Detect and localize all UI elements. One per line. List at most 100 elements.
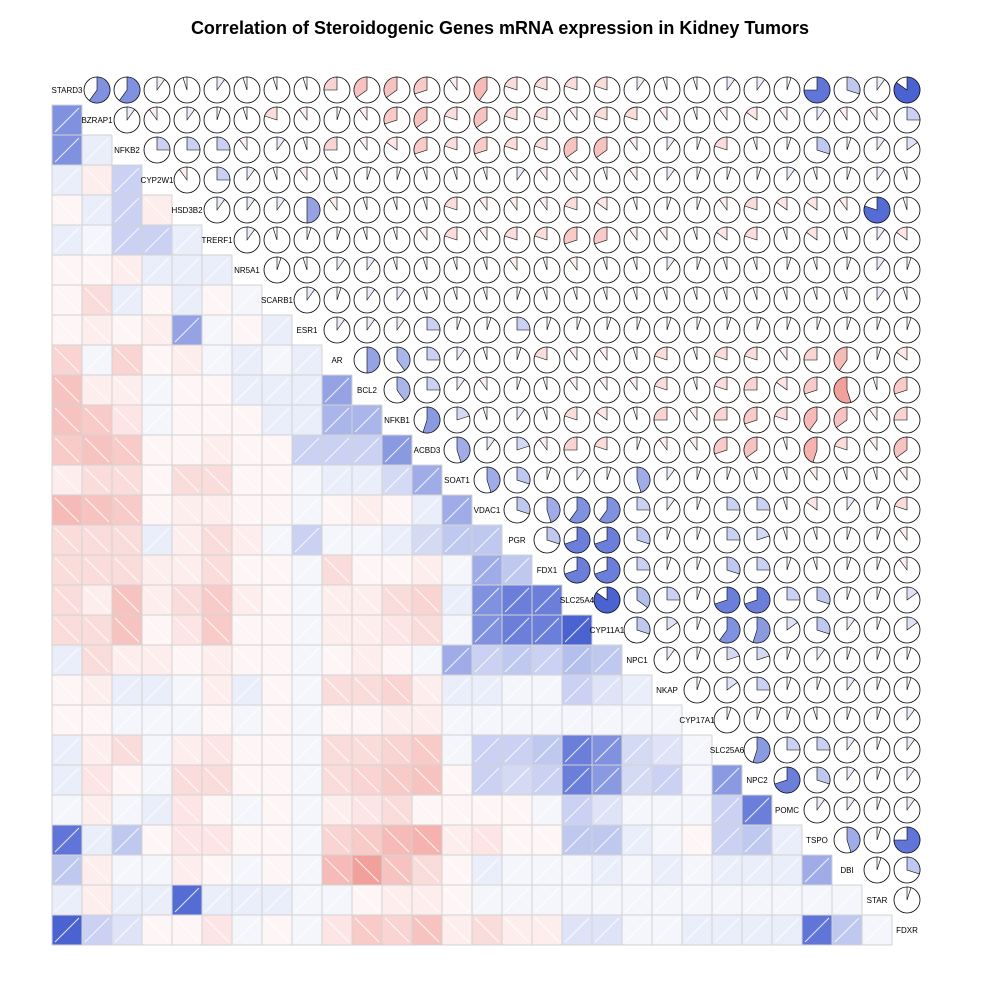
shade-direction-line [384, 527, 410, 553]
shade-direction-line [234, 527, 260, 553]
pie-cell-ar-pomc [773, 346, 801, 374]
shade-direction-line [384, 827, 410, 853]
shade-direction-line [234, 407, 260, 433]
pie-cell-stard3-trerf1 [203, 76, 231, 104]
shade-direction-line [534, 797, 560, 823]
pie-cell-soat1-pomc [773, 466, 801, 494]
pie-cell-nfkb2-cyp11a1 [593, 136, 621, 164]
gene-label-pomc: POMC [775, 806, 799, 815]
pie-cell-nfkb2-hsd3b2 [173, 136, 201, 164]
shade-direction-line [114, 587, 140, 613]
gene-label-slc25a6: SLC25A6 [710, 746, 745, 755]
pie-cell-tspo-dbi [833, 826, 861, 854]
pie-cell-fdx1-dbi [833, 556, 861, 584]
shade-direction-line [264, 587, 290, 613]
shade-direction-line [684, 857, 710, 883]
pie-cell-bzrap1-ar [323, 106, 351, 134]
shade-direction-line [174, 527, 200, 553]
pie-cell-nfkb1-soat1 [443, 406, 471, 434]
shade-direction-line [654, 887, 680, 913]
pie-cell-soat1-dbi [833, 466, 861, 494]
shade-direction-line [54, 407, 80, 433]
shade-direction-line [204, 557, 230, 583]
shade-direction-line [354, 767, 380, 793]
pie-cell-esr1-tspo [803, 316, 831, 344]
pie-cell-nfkb2-fdxr [893, 136, 921, 164]
gene-label-nfkb2: NFKB2 [114, 146, 140, 155]
pie-cell-npc1-fdxr [893, 646, 921, 674]
shade-direction-line [354, 407, 380, 433]
shade-direction-line [114, 857, 140, 883]
pie-cell-scarb1-soat1 [443, 286, 471, 314]
pie-cell-vdac1-pomc [773, 496, 801, 524]
pie-cell-hsd3b2-nfkb1 [383, 196, 411, 224]
shade-direction-line [624, 707, 650, 733]
pie-cell-scarb1-cyp17a1 [683, 286, 711, 314]
pie-cell-scarb1-cyp11a1 [593, 286, 621, 314]
shade-direction-line [84, 617, 110, 643]
shade-direction-line [324, 437, 350, 463]
pie-cell-bcl2-vdac1 [473, 376, 501, 404]
pie-cell-scarb1-npc1 [623, 286, 651, 314]
pie-cell-stard3-slc25a6 [713, 76, 741, 104]
shade-direction-line [504, 917, 530, 943]
shade-direction-line [264, 677, 290, 703]
shade-direction-line [294, 797, 320, 823]
pie-cell-nr5a1-nkap [653, 256, 681, 284]
shade-direction-line [264, 917, 290, 943]
shade-direction-line [294, 407, 320, 433]
pie-cell-bzrap1-cyp11a1 [593, 106, 621, 134]
shade-direction-line [384, 557, 410, 583]
shade-direction-line [324, 467, 350, 493]
gene-label-nfkb1: NFKB1 [384, 416, 410, 425]
pie-cell-trerf1-fdx1 [533, 226, 561, 254]
shade-direction-line [84, 707, 110, 733]
pie-cell-nfkb1-pgr [503, 406, 531, 434]
shade-direction-line [564, 827, 590, 853]
shade-direction-line [84, 737, 110, 763]
pie-cell-trerf1-bcl2 [353, 226, 381, 254]
shade-direction-line [444, 557, 470, 583]
shade-direction-line [54, 857, 80, 883]
pie-cell-fdx1-npc2 [743, 556, 771, 584]
shade-direction-line [84, 317, 110, 343]
pie-cell-fdx1-cyp11a1 [593, 556, 621, 584]
shade-direction-line [84, 347, 110, 373]
shade-direction-line [504, 827, 530, 853]
pie-cell-cyp2w1-esr1 [293, 166, 321, 194]
shade-direction-line [114, 917, 140, 943]
shade-direction-line [474, 707, 500, 733]
pie-cell-soat1-pgr [503, 466, 531, 494]
shade-direction-line [384, 707, 410, 733]
shade-direction-line [654, 707, 680, 733]
pie-cell-cyp11a1-npc1 [623, 616, 651, 644]
shade-direction-line [144, 887, 170, 913]
shade-direction-line [294, 827, 320, 853]
shade-direction-line [564, 707, 590, 733]
shade-direction-line [114, 647, 140, 673]
shade-direction-line [474, 737, 500, 763]
shade-direction-line [294, 497, 320, 523]
pie-cell-bzrap1-star [863, 106, 891, 134]
pie-cell-nfkb2-dbi [833, 136, 861, 164]
shade-direction-line [54, 557, 80, 583]
gene-label-star: STAR [867, 896, 888, 905]
shade-direction-line [594, 797, 620, 823]
gene-label-tspo: TSPO [806, 836, 828, 845]
pie-cell-esr1-cyp11a1 [593, 316, 621, 344]
pie-cell-cyp2w1-bcl2 [353, 166, 381, 194]
shade-direction-line [54, 797, 80, 823]
pie-cell-cyp17a1-tspo [803, 706, 831, 734]
shade-direction-line [264, 767, 290, 793]
shade-direction-line [354, 557, 380, 583]
pie-cell-scarb1-pgr [503, 286, 531, 314]
shade-direction-line [174, 677, 200, 703]
pie-cell-nr5a1-cyp11a1 [593, 256, 621, 284]
shade-direction-line [294, 677, 320, 703]
shade-direction-line [84, 257, 110, 283]
pie-cell-esr1-ar [323, 316, 351, 344]
pie-cell-vdac1-nkap [653, 496, 681, 524]
pie-cell-nfkb2-trerf1 [203, 136, 231, 164]
shade-direction-line [84, 527, 110, 553]
